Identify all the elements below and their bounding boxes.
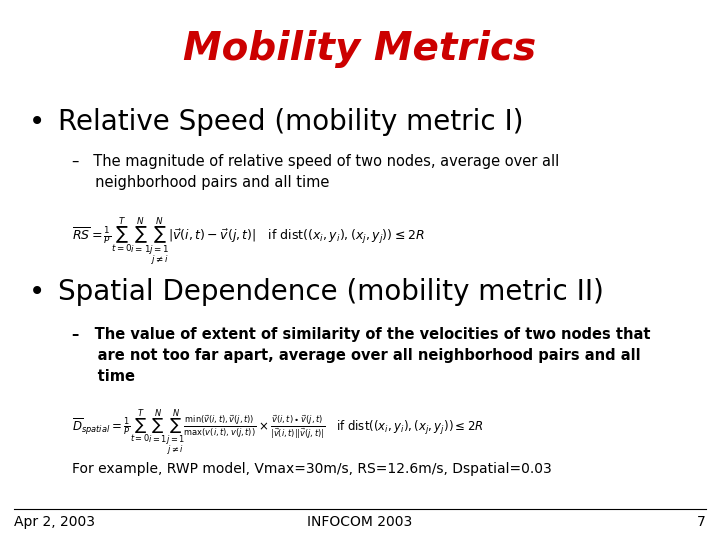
Text: –   The magnitude of relative speed of two nodes, average over all
     neighbor: – The magnitude of relative speed of two…	[72, 154, 559, 190]
Text: For example, RWP model, Vmax=30m/s, RS=12.6m/s, Dspatial=0.03: For example, RWP model, Vmax=30m/s, RS=1…	[72, 462, 552, 476]
Text: $\overline{RS} = \frac{1}{P}\sum_{t=0}^{T}\sum_{i=1}^{N}\sum_{\substack{j=1 \\ j: $\overline{RS} = \frac{1}{P}\sum_{t=0}^{…	[72, 216, 425, 268]
Text: Apr 2, 2003: Apr 2, 2003	[14, 515, 95, 529]
Text: INFOCOM 2003: INFOCOM 2003	[307, 515, 413, 529]
Text: Relative Speed (mobility metric I): Relative Speed (mobility metric I)	[58, 108, 523, 136]
Text: –   The value of extent of similarity of the velocities of two nodes that
     a: – The value of extent of similarity of t…	[72, 327, 650, 384]
Text: $\overline{D}_{spatial} = \frac{1}{P}\sum_{t=0}^{T}\sum_{i=1}^{N}\sum_{\substack: $\overline{D}_{spatial} = \frac{1}{P}\su…	[72, 408, 484, 458]
Text: •: •	[29, 278, 45, 306]
Text: •: •	[29, 108, 45, 136]
Text: Spatial Dependence (mobility metric II): Spatial Dependence (mobility metric II)	[58, 278, 603, 306]
Text: 7: 7	[697, 515, 706, 529]
Text: Mobility Metrics: Mobility Metrics	[184, 30, 536, 68]
